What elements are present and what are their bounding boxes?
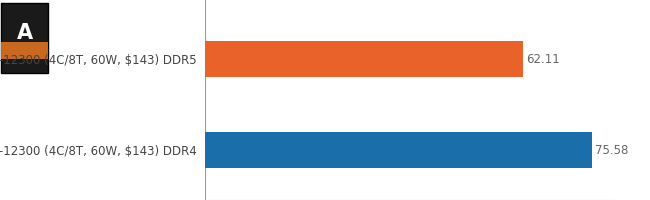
Text: (5-4) WinRAR 5.90 Test, 3477 files, 1.96 GB: (5-4) WinRAR 5.90 Test, 3477 files, 1.96…: [55, 13, 512, 32]
Text: 75.58: 75.58: [595, 144, 628, 156]
Text: Time in Seconds (Lower is Better): Time in Seconds (Lower is Better): [55, 53, 280, 66]
Text: A: A: [17, 23, 32, 43]
Bar: [205, 132, 592, 168]
FancyBboxPatch shape: [1, 3, 48, 73]
Text: 62.11: 62.11: [526, 53, 560, 66]
Bar: [205, 41, 523, 77]
Polygon shape: [1, 42, 48, 59]
